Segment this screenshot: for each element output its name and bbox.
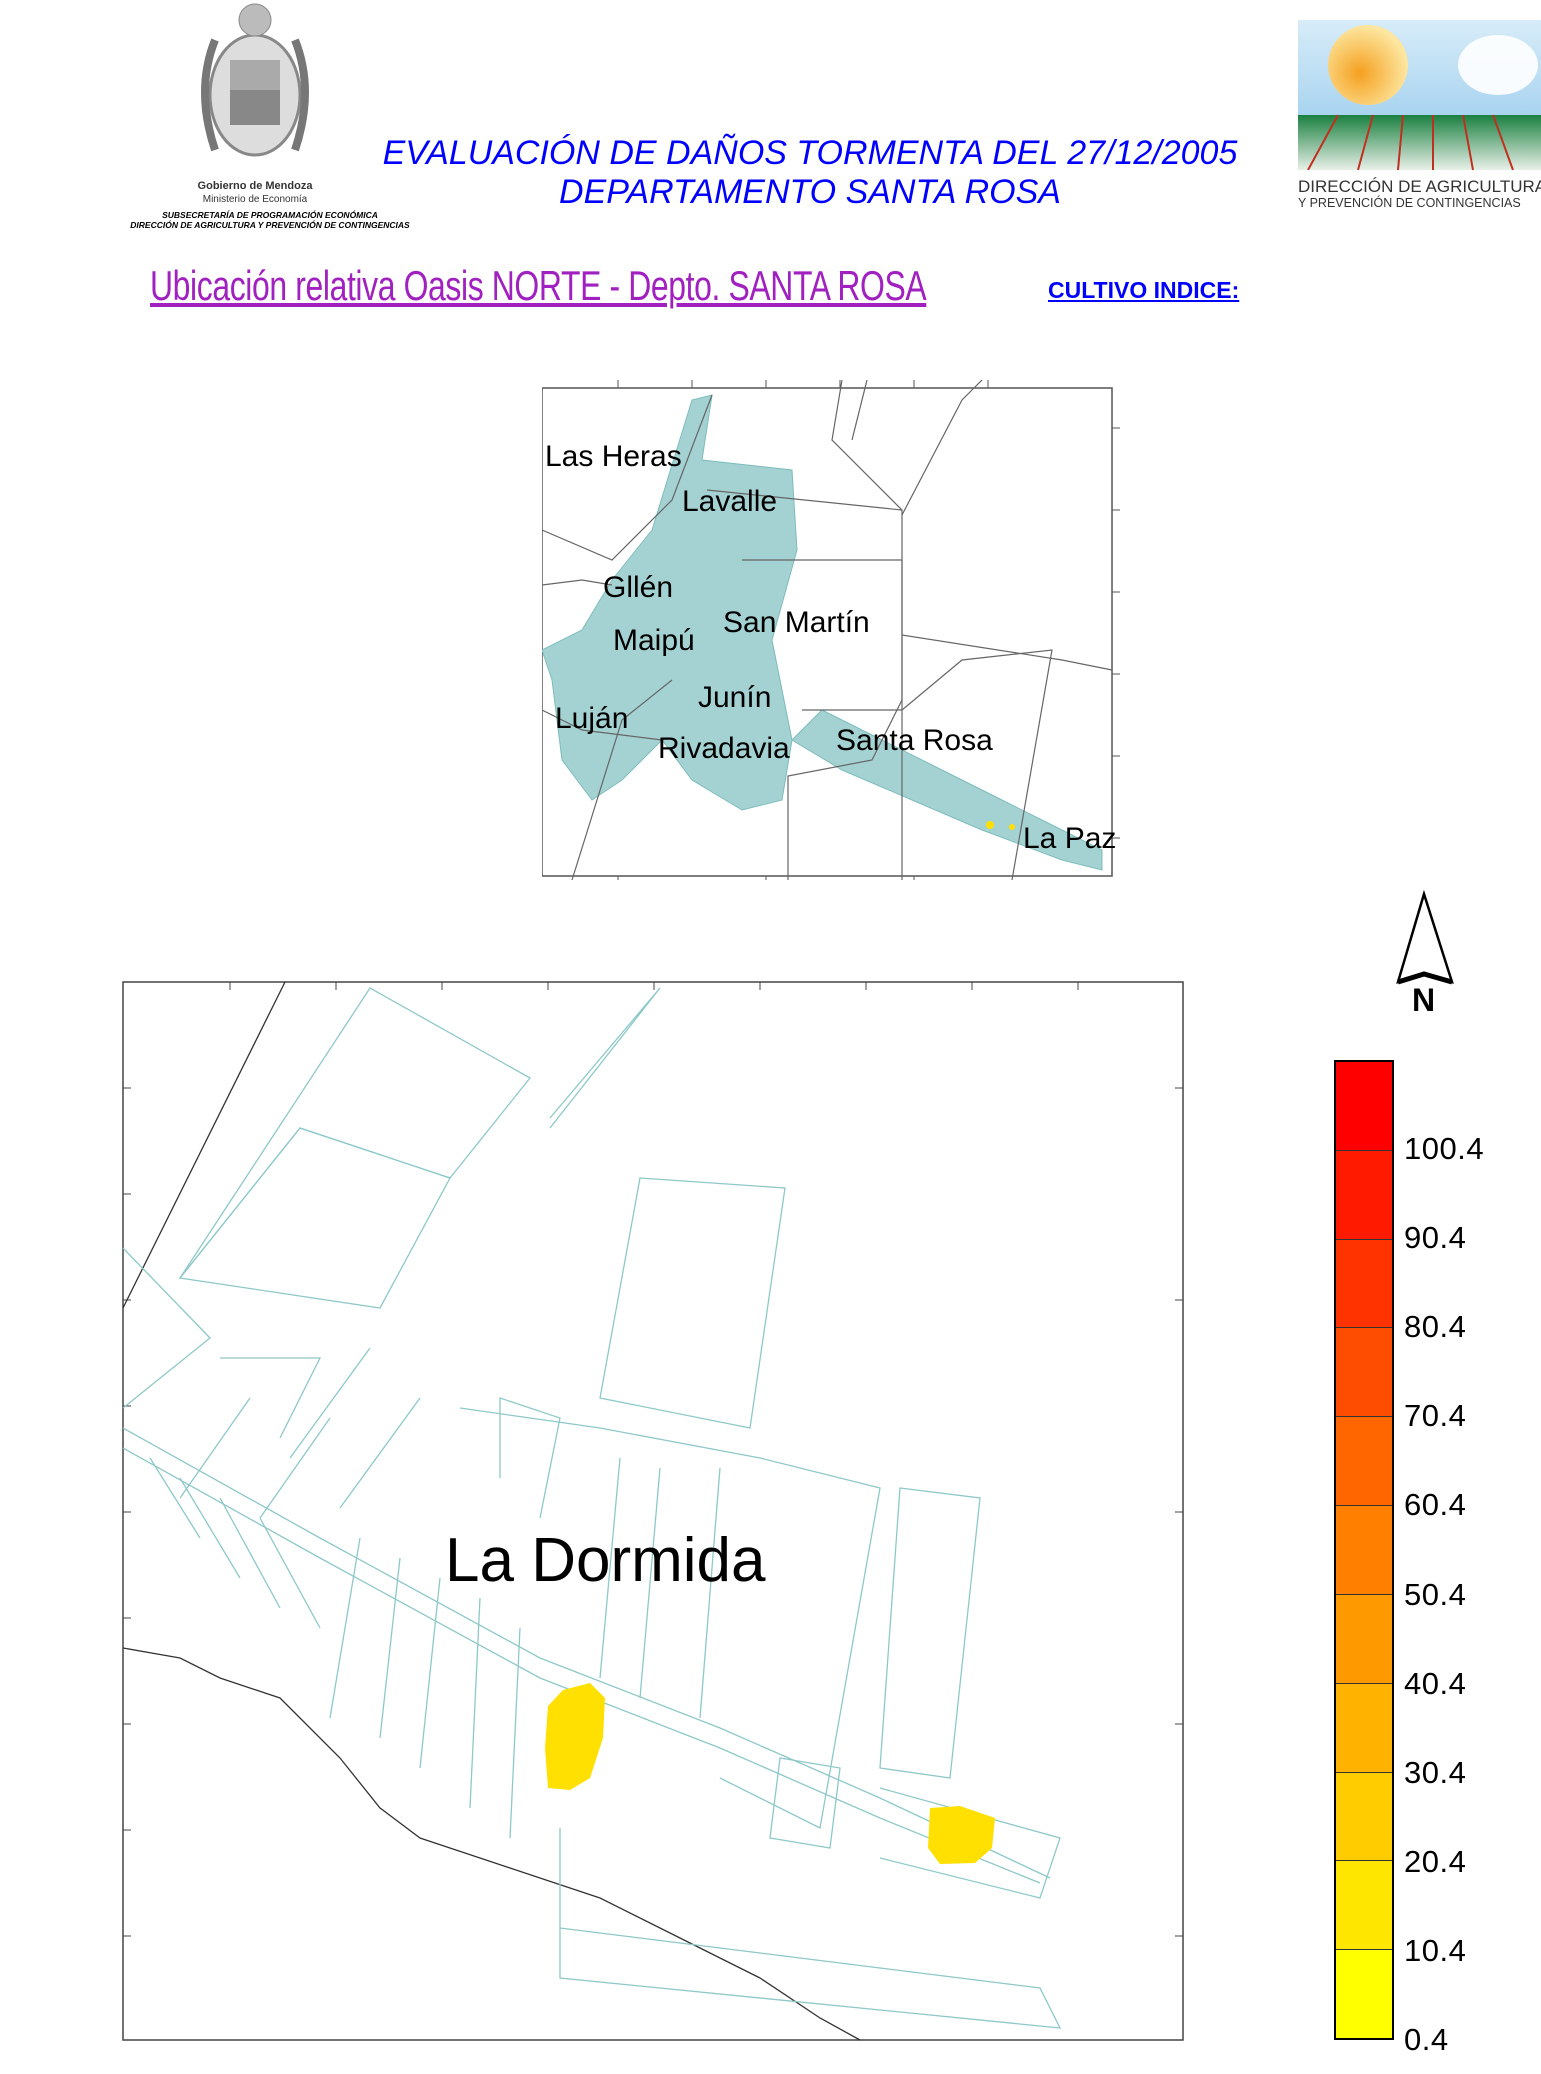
label-junin: Junín <box>698 681 772 714</box>
legend-label: 20.4 <box>1404 1843 1467 1879</box>
title-line-2: DEPARTAMENTO SANTA ROSA <box>559 173 1061 211</box>
gov-name: Gobierno de Mendoza <box>197 180 313 192</box>
legend-swatch <box>1336 1506 1392 1595</box>
label-san-martin: San Martín <box>723 606 870 639</box>
legend-swatch <box>1336 1150 1392 1240</box>
agriculture-logo-line2: Y PREVENCIÓN DE CONTINGENCIAS <box>1298 196 1521 210</box>
agriculture-logo <box>1298 20 1541 170</box>
main-map <box>122 981 1184 2041</box>
legend-label: 70.4 <box>1404 1398 1467 1434</box>
label-maipu: Maipú <box>613 624 695 657</box>
coat-of-arms-logo <box>201 3 309 157</box>
legend-swatch <box>1336 1417 1392 1507</box>
agriculture-logo-line1: DIRECCIÓN DE AGRICULTURA <box>1298 177 1541 196</box>
label-la-dormida: La Dormida <box>445 1526 766 1595</box>
legend-label: 100.4 <box>1404 1131 1485 1167</box>
legend-label: 80.4 <box>1404 1309 1467 1345</box>
label-santa-rosa: Santa Rosa <box>836 724 993 757</box>
legend-swatch <box>1336 1328 1392 1418</box>
legend-swatch <box>1336 1239 1392 1329</box>
label-guaymallen: Gllén <box>603 571 674 604</box>
legend-label: 40.4 <box>1404 1665 1467 1701</box>
legend-swatch <box>1336 1594 1392 1684</box>
inset-map: Las Heras Lavalle Gllén San Martín Maipú… <box>542 380 1120 880</box>
label-lavalle: Lavalle <box>682 485 778 518</box>
legend-swatch <box>1336 1772 1392 1862</box>
inset-map-drawing <box>542 380 1120 880</box>
label-la-paz: La Paz <box>1023 822 1117 855</box>
page-title: EVALUACIÓN DE DAÑOS TORMENTA DEL 27/12/2… <box>340 134 1280 212</box>
ministry-name: Ministerio de Economía <box>202 194 308 205</box>
legend-label: 90.4 <box>1404 1220 1467 1256</box>
legend-label: 60.4 <box>1404 1487 1467 1523</box>
legend-label: 50.4 <box>1404 1576 1467 1612</box>
map-subtitle: Ubicación relativa Oasis NORTE - Depto. … <box>150 262 927 309</box>
legend-label: 0.4 <box>1404 2022 1449 2057</box>
label-lujan: Luján <box>555 702 629 735</box>
title-line-1: EVALUACIÓN DE DAÑOS TORMENTA DEL 27/12/2… <box>382 134 1238 172</box>
legend-label: 30.4 <box>1404 1754 1467 1790</box>
legend-swatch <box>1336 1950 1392 2038</box>
legend-swatch <box>1336 1861 1392 1951</box>
damage-area-2 <box>928 1806 995 1864</box>
north-label: N <box>1412 982 1436 1018</box>
north-arrow-icon <box>1396 890 1454 985</box>
legend-swatch <box>1336 1683 1392 1773</box>
label-rivadavia: Rivadavia <box>658 732 790 765</box>
subsecretaria: SUBSECRETARÍA DE PROGRAMACIÓN ECONÓMICA … <box>100 210 440 230</box>
subsecretaria-line: SUBSECRETARÍA DE PROGRAMACIÓN ECONÓMICA <box>162 210 378 220</box>
color-legend <box>1334 1060 1394 2040</box>
cultivo-indice-label: CULTIVO INDICE: <box>1048 277 1240 303</box>
legend-label: 10.4 <box>1404 1932 1467 1968</box>
legend-swatch <box>1336 1062 1392 1151</box>
label-las-heras: Las Heras <box>545 440 682 473</box>
damage-area-1 <box>545 1683 605 1790</box>
direccion-line: DIRECCIÓN DE AGRICULTURA Y PREVENCIÓN DE… <box>130 220 410 230</box>
